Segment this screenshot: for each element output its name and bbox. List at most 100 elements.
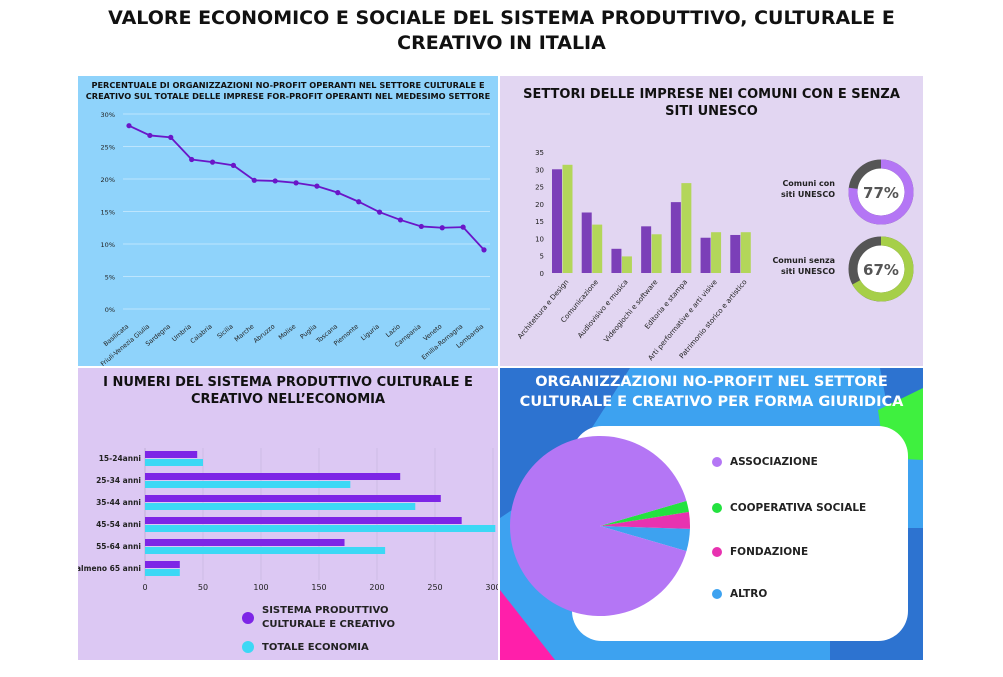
x-tick-label: 200 <box>369 583 384 592</box>
bar <box>145 503 416 510</box>
bar <box>145 539 345 546</box>
bar <box>145 569 180 576</box>
y-tick-label: almeno 65 anni <box>78 564 141 573</box>
x-tick-label: Sicilia <box>216 323 235 340</box>
x-tick-label: 300 <box>485 583 498 592</box>
y-tick-label: 20% <box>101 176 115 184</box>
bar <box>145 459 203 466</box>
legend-label: TOTALE ECONOMIA <box>262 641 369 653</box>
pie-chart-title: ORGANIZZAZIONI NO-PROFIT NEL SETTORE CUL… <box>519 374 904 410</box>
y-tick-label: 15% <box>101 209 115 217</box>
bar <box>562 164 573 273</box>
data-point <box>251 177 257 183</box>
data-point <box>272 178 278 184</box>
legend-swatch <box>712 589 722 599</box>
data-point <box>418 223 424 230</box>
data-point <box>376 209 383 215</box>
data-point <box>481 247 487 253</box>
line-chart: 0%5%10%15%20%25%30%BasilicataFriuli-Vene… <box>100 111 490 366</box>
x-tick-label: Calabria <box>189 323 214 345</box>
y-tick-label: 15 <box>535 218 544 226</box>
y-tick-label: 20 <box>535 201 544 209</box>
x-tick-label: Molise <box>278 323 298 341</box>
y-tick-label: 5 <box>540 253 544 261</box>
data-point <box>335 190 341 196</box>
legend-swatch <box>242 612 254 624</box>
legend-item-altro: ALTRO <box>712 588 767 600</box>
x-tick-label: Videogiochi e software <box>602 278 659 344</box>
bar <box>651 234 662 273</box>
data-point <box>126 123 132 129</box>
legend-label: COOPERATIVA SOCIALE <box>730 502 867 514</box>
bar <box>621 256 632 273</box>
legend-item-cooperativa: COOPERATIVA SOCIALE <box>712 502 866 514</box>
y-tick-label: 0 <box>540 270 544 278</box>
y-tick-label: 35-44 anni <box>96 498 141 507</box>
regional-line-chart-panel: PERCENTUALE DI ORGANIZZAZIONI NO-PROFIT … <box>78 76 498 366</box>
x-tick-label: Liguria <box>360 323 381 342</box>
bar <box>145 495 441 502</box>
donut-arc <box>848 159 914 225</box>
bar <box>145 517 462 524</box>
y-tick-label: 10 <box>535 235 544 243</box>
legend-label: SISTEMA PRODUTTIVO CULTURALE E CREATIVO <box>262 605 395 630</box>
y-tick-label: 10% <box>101 241 115 249</box>
donut-value-label: 67% <box>863 261 899 279</box>
bar <box>145 473 401 480</box>
x-tick-label: Lazio <box>385 323 402 339</box>
legend-swatch <box>242 641 254 653</box>
donut-label: siti UNESCO <box>781 267 835 276</box>
legend-label: FONDAZIONE <box>730 546 809 558</box>
donut-label: Comuni senza <box>772 256 835 265</box>
bar <box>145 451 198 458</box>
bar <box>740 232 751 273</box>
x-tick-label: 50 <box>198 583 208 592</box>
pie-slice <box>600 526 690 552</box>
x-tick-label: 250 <box>427 583 442 592</box>
series-line <box>128 124 485 251</box>
x-tick-label: 100 <box>253 583 268 592</box>
bar <box>681 183 692 273</box>
y-tick-label: 15-24anni <box>99 454 141 463</box>
data-point <box>460 224 466 230</box>
donut-inner <box>853 164 909 220</box>
legal-form-panel: ORGANIZZAZIONI NO-PROFIT NEL SETTORE CUL… <box>500 368 923 660</box>
legend-label: ASSOCIAZIONE <box>730 456 818 468</box>
hbar-chart-title: I NUMERI DEL SISTEMA PRODUTTIVO CULTURAL… <box>103 375 473 407</box>
x-tick-label: 0 <box>142 583 147 592</box>
y-tick-label: 25-34 anni <box>96 476 141 485</box>
x-tick-label: Audiovisivo e musica <box>576 278 630 340</box>
data-point <box>209 159 216 165</box>
legend-swatch <box>712 457 722 467</box>
bar <box>611 248 622 273</box>
bar <box>581 212 592 273</box>
legend-swatch <box>712 547 722 557</box>
pie-slice <box>600 511 690 529</box>
data-point <box>230 162 237 168</box>
pie-slice <box>510 436 687 616</box>
data-point <box>439 225 445 231</box>
grouped-bar-chart: 0 5 10 15 20 25 30 35 Architettura e Design Comun… <box>516 149 914 362</box>
bar <box>670 202 681 273</box>
data-point <box>397 217 404 223</box>
x-tick-label: Architettura e Design <box>516 278 570 340</box>
donut-value-label: 77% <box>863 184 899 202</box>
legend-item-associazione: ASSOCIAZIONE <box>712 456 818 468</box>
bar <box>552 169 562 273</box>
line-chart-title: PERCENTUALE DI ORGANIZZAZIONI NO-PROFIT … <box>85 80 491 101</box>
pie-slice <box>600 500 689 526</box>
data-point <box>314 183 320 189</box>
horizontal-bar-chart: 0 50 100 150 200 250 300 15-24anni 25-34 anni 35-… <box>78 448 498 592</box>
legend-item-sistema: SISTEMA PRODUTTIVO CULTURALE E CREATIVO <box>242 604 395 632</box>
y-tick-label: 30% <box>101 111 115 119</box>
bar <box>641 226 652 273</box>
bar <box>730 234 741 273</box>
y-tick-label: 45-54 anni <box>96 520 141 529</box>
data-point <box>356 199 362 205</box>
data-point <box>147 132 153 139</box>
data-point <box>293 180 299 186</box>
unesco-sectors-panel: SETTORI DELLE IMPRESE NEI COMUNI CON E S… <box>500 76 923 366</box>
data-point <box>189 156 195 163</box>
donut-inner <box>853 241 909 297</box>
legend-label: ALTRO <box>730 588 768 600</box>
